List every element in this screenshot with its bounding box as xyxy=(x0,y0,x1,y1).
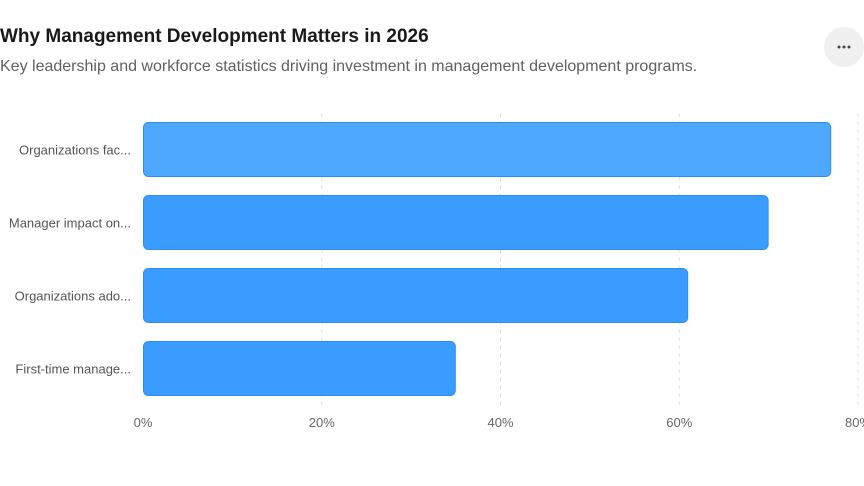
category-label: First-time manage... xyxy=(15,362,131,377)
category-label: Organizations ado... xyxy=(15,289,131,304)
bar xyxy=(143,341,456,396)
more-options-button[interactable] xyxy=(824,27,864,67)
category-label: Organizations fac... xyxy=(19,143,131,158)
x-tick-label: 20% xyxy=(309,415,335,430)
x-tick-label: 60% xyxy=(666,415,692,430)
x-tick-label: 40% xyxy=(487,415,513,430)
x-tick-label: 80% xyxy=(845,415,864,430)
bar xyxy=(143,268,689,323)
bar xyxy=(143,122,832,177)
chart-subtitle: Key leadership and workforce statistics … xyxy=(0,58,698,75)
bar xyxy=(143,195,769,250)
chart-header: Why Management Development Matters in 20… xyxy=(0,24,800,78)
chart-title: Why Management Development Matters in 20… xyxy=(0,26,429,47)
category-label: Manager impact on... xyxy=(9,216,131,231)
more-horizontal-icon xyxy=(837,45,851,49)
x-tick-label: 0% xyxy=(134,415,153,430)
